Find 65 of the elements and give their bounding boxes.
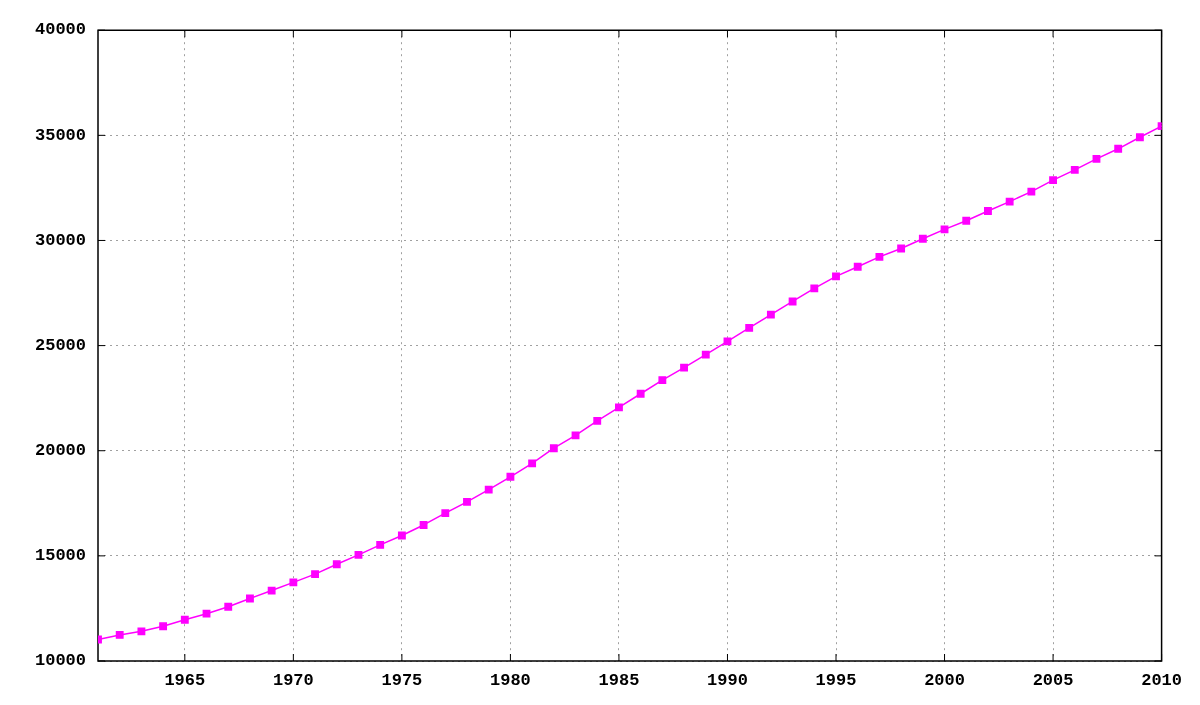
point xyxy=(1070,165,1079,174)
y-tick-label: 40000 xyxy=(34,20,86,40)
point xyxy=(441,509,450,518)
y-tick-label: 25000 xyxy=(34,335,86,355)
point xyxy=(115,631,124,639)
point xyxy=(875,252,884,261)
point xyxy=(832,272,840,281)
point xyxy=(267,586,276,595)
point xyxy=(1049,176,1057,185)
point xyxy=(484,485,493,494)
point xyxy=(636,389,645,398)
x-tick-label: 1975 xyxy=(381,671,423,691)
point xyxy=(397,531,406,540)
point xyxy=(897,244,906,253)
point xyxy=(463,497,471,506)
point xyxy=(1114,144,1123,153)
point xyxy=(593,416,602,425)
x-tick-label: 2005 xyxy=(1032,671,1074,691)
point xyxy=(723,337,732,346)
point xyxy=(1135,133,1144,142)
point xyxy=(788,297,797,306)
point xyxy=(571,431,580,440)
y-tick-label: 10000 xyxy=(34,651,86,671)
x-tick-label: 1985 xyxy=(598,671,640,691)
point xyxy=(137,627,146,636)
point xyxy=(506,472,515,481)
y-tick-label: 30000 xyxy=(34,230,86,250)
point xyxy=(1092,154,1101,163)
point xyxy=(528,459,537,468)
point xyxy=(311,570,319,579)
x-tick-label: 1980 xyxy=(490,671,531,691)
y-tick-label: 35000 xyxy=(34,125,86,145)
point xyxy=(1027,187,1036,196)
point xyxy=(332,560,341,569)
point xyxy=(810,284,819,293)
x-tick-label: 1990 xyxy=(707,671,748,691)
point xyxy=(853,262,862,271)
point xyxy=(202,609,211,618)
point xyxy=(180,615,189,624)
x-tick-label: 2000 xyxy=(924,671,965,691)
y-tick-label: 20000 xyxy=(34,441,86,461)
point xyxy=(224,602,233,611)
point xyxy=(984,207,992,215)
x-tick-label: 1995 xyxy=(815,671,857,691)
point xyxy=(658,376,667,385)
point xyxy=(246,594,254,603)
point xyxy=(1005,197,1014,206)
point xyxy=(962,216,971,225)
point xyxy=(549,444,558,453)
point xyxy=(766,310,775,319)
point xyxy=(615,403,623,412)
y-tick-label: 15000 xyxy=(34,546,86,566)
x-tick-label: 1965 xyxy=(164,671,206,691)
point xyxy=(680,363,688,372)
point xyxy=(918,234,927,243)
point xyxy=(289,578,298,587)
point xyxy=(419,521,428,529)
point xyxy=(701,350,710,359)
point xyxy=(159,622,168,631)
x-tick-label: 1970 xyxy=(272,671,314,691)
point xyxy=(940,225,949,234)
x-tick-label: 2010 xyxy=(1141,671,1182,691)
point xyxy=(745,324,754,332)
point xyxy=(354,550,363,559)
point xyxy=(376,541,385,549)
